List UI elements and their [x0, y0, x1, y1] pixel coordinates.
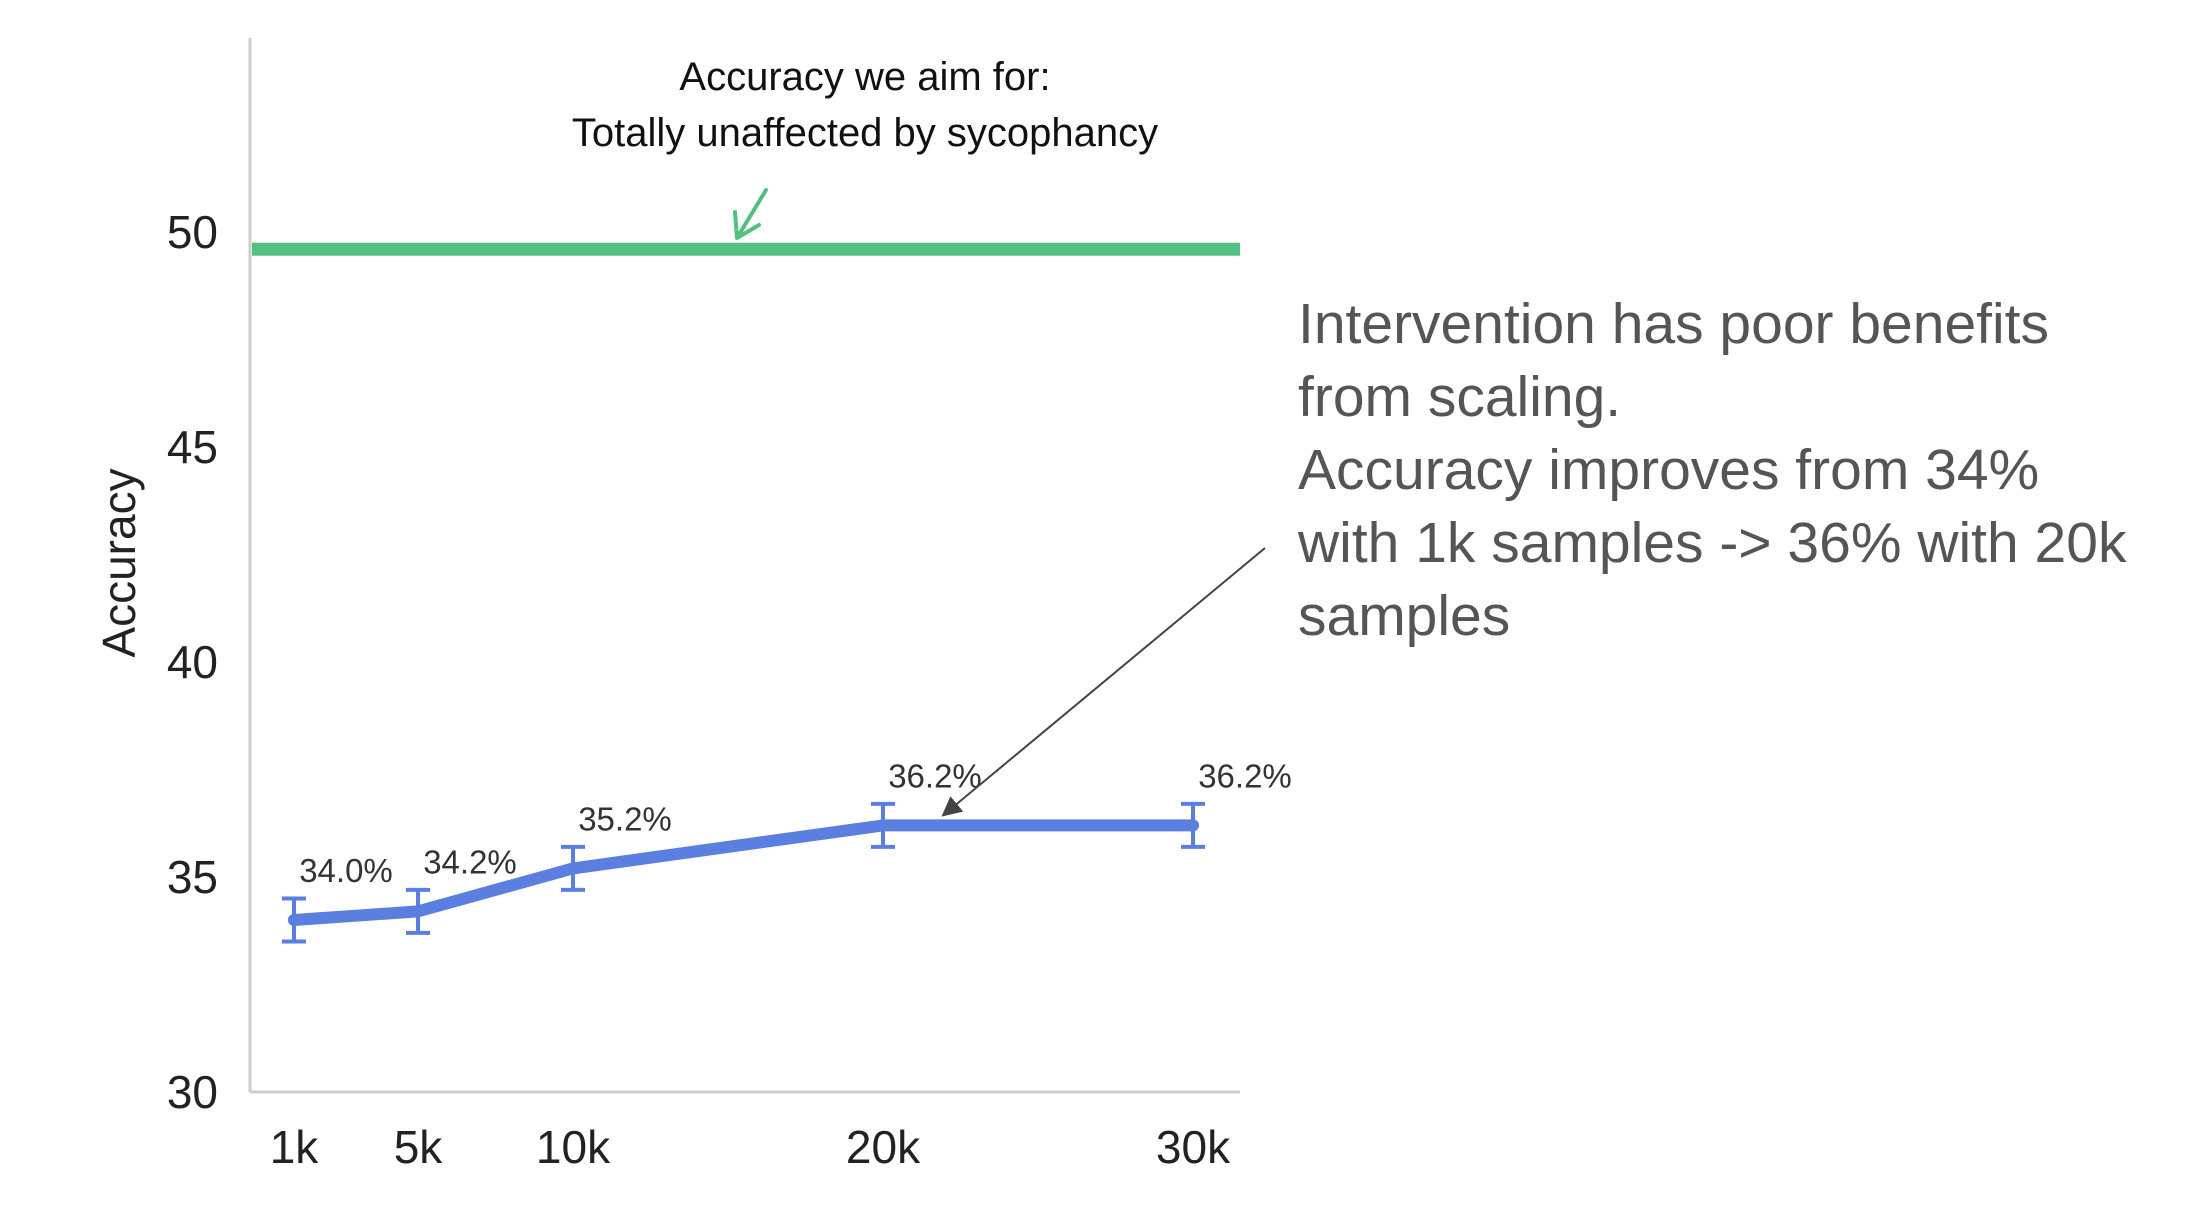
y-tick-label-40: 40 — [167, 636, 218, 688]
data-label-10k: 35.2% — [578, 800, 672, 837]
data-point-10k — [567, 862, 579, 875]
data-labels: 34.0% 34.2% 35.2% 36.2% 36.2% — [299, 757, 1292, 889]
y-tick-label-45: 45 — [167, 421, 218, 473]
y-axis-title: Accuracy — [93, 468, 145, 657]
annotation-arrow — [941, 547, 1266, 817]
annotation-line-4: with 1k samples -> 36% with 20k — [1298, 511, 2127, 575]
data-label-5k: 34.2% — [423, 843, 517, 880]
y-tick-label-35: 35 — [167, 851, 218, 903]
x-axis-ticks: 1k 5k 10k 20k 30k — [270, 1121, 1231, 1173]
annotation-line-1: Intervention has poor benefits — [1298, 292, 2049, 356]
annotation-line-3: Accuracy improves from 34% — [1298, 438, 2040, 502]
data-point-5k — [412, 905, 424, 918]
y-tick-label-50: 50 — [167, 206, 218, 258]
data-point-20k — [877, 819, 889, 832]
annotation-text: Intervention has poor benefits from scal… — [1298, 288, 2178, 653]
data-label-20k: 36.2% — [888, 757, 982, 794]
data-label-30k: 36.2% — [1198, 757, 1292, 794]
y-tick-label-30: 30 — [167, 1066, 218, 1118]
data-label-1k: 34.0% — [299, 852, 393, 889]
data-points — [288, 819, 1199, 926]
annotation-line-2: from scaling. — [1298, 365, 1622, 429]
x-tick-label-1k: 1k — [270, 1121, 320, 1173]
annotation-line-5: samples — [1298, 584, 1511, 648]
x-tick-label-30k: 30k — [1156, 1121, 1231, 1173]
x-tick-label-10k: 10k — [536, 1121, 611, 1173]
green-arrow-icon — [733, 188, 768, 240]
y-axis-ticks: 30 35 40 45 50 — [167, 206, 218, 1118]
target-caption-line-2: Totally unaffected by sycophancy — [572, 111, 1158, 155]
data-point-1k — [288, 914, 300, 926]
x-tick-label-5k: 5k — [394, 1121, 444, 1173]
target-caption-line-1: Accuracy we aim for: — [679, 55, 1050, 99]
x-tick-label-20k: 20k — [846, 1121, 921, 1173]
data-point-30k — [1187, 819, 1199, 832]
